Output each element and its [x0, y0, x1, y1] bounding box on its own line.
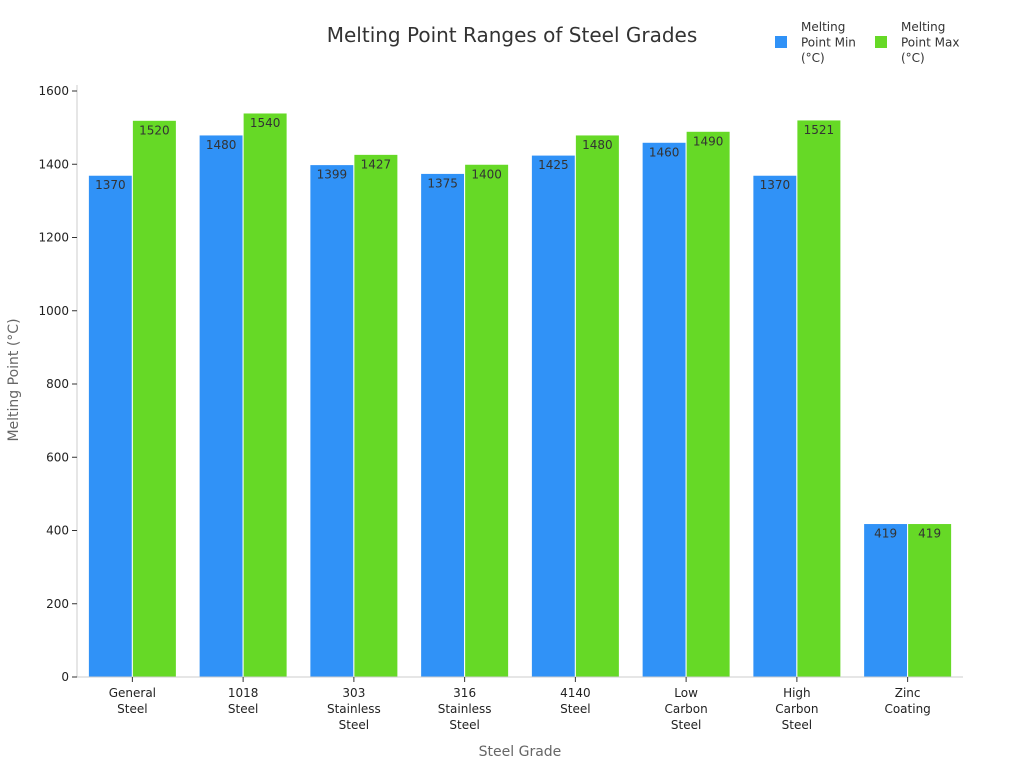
x-tick-label-line: Stainless — [327, 702, 381, 716]
x-tick-label-line: Steel — [228, 702, 258, 716]
y-tick-label: 800 — [46, 377, 69, 391]
legend-swatch — [775, 36, 787, 48]
x-tick-label-line: High — [783, 686, 811, 700]
x-tick-label-line: Coating — [884, 702, 930, 716]
data-label: 1521 — [804, 123, 835, 137]
x-tick-label-line: Steel — [117, 702, 147, 716]
x-tick-label-line: 316 — [453, 686, 476, 700]
bar-min — [641, 141, 687, 678]
bar-max — [242, 112, 288, 678]
x-tick-label: 1018 Steel — [228, 686, 259, 716]
legend-label: Melting Point Min (°C) — [801, 20, 856, 65]
y-tick-label: 1600 — [38, 84, 69, 98]
chart-title: Melting Point Ranges of Steel Grades — [327, 23, 698, 47]
x-tick-label: 4140 Steel — [560, 686, 591, 716]
legend: Melting Point Min (°C)Melting Point Max (°C) — [775, 20, 959, 65]
x-tick-label: Low Carbon Steel — [665, 686, 708, 732]
bar-max — [685, 130, 731, 678]
data-label: 1425 — [538, 158, 569, 172]
x-tick-label-line: 303 — [342, 686, 365, 700]
y-tick-label: 1200 — [38, 231, 69, 245]
bar-max — [131, 119, 177, 678]
x-tick-label-line: Stainless — [438, 702, 492, 716]
data-label: 1490 — [693, 134, 724, 148]
data-label: 1520 — [139, 123, 170, 137]
legend-label-line: Melting — [801, 20, 845, 34]
x-tick-label: High Carbon Steel — [775, 686, 818, 732]
x-tick-label-line: Carbon — [775, 702, 818, 716]
x-axis-title: Steel Grade — [479, 744, 562, 760]
data-label: 1375 — [427, 176, 458, 190]
bar-min — [420, 172, 466, 678]
x-tick-label-line: Steel — [671, 718, 701, 732]
x-tick-label: Zinc Coating — [884, 686, 930, 716]
x-tick-label-line: 1018 — [228, 686, 259, 700]
y-tick-label: 400 — [46, 524, 69, 538]
bar-min — [309, 164, 355, 678]
legend-label-line: Point Min — [801, 36, 856, 50]
data-label: 1460 — [649, 145, 680, 159]
x-tick-label: 316 Stainless Steel — [438, 686, 492, 732]
data-label: 1480 — [582, 138, 613, 152]
y-tick-label: 1400 — [38, 157, 69, 171]
x-tick-label-line: Steel — [339, 718, 369, 732]
x-tick-label: General Steel — [109, 686, 156, 716]
data-label: 1399 — [317, 168, 348, 182]
y-axis: 0 200 400 600 800 1000 1200 1400 1600 — [38, 84, 78, 684]
y-tick-label: 200 — [46, 597, 69, 611]
x-tick-label-line: Steel — [782, 718, 812, 732]
x-tick-label-line: Low — [674, 686, 698, 700]
bar-min — [530, 154, 576, 678]
bar-max — [907, 523, 953, 678]
x-tick-label-line: Steel — [560, 702, 590, 716]
x-tick-label-line: Zinc — [895, 686, 921, 700]
bars — [87, 112, 953, 678]
data-label: 1480 — [206, 138, 237, 152]
legend-label: Melting Point Max (°C) — [901, 20, 959, 65]
x-tick-label-line: 4140 — [560, 686, 591, 700]
bar-min — [863, 523, 909, 678]
data-label: 1427 — [361, 157, 392, 171]
bar-max — [574, 134, 620, 678]
data-label: 1400 — [471, 167, 502, 181]
legend-swatch — [875, 36, 887, 48]
data-label: 419 — [918, 527, 941, 541]
bar-max — [796, 119, 842, 678]
data-label: 419 — [874, 527, 897, 541]
bar-max — [464, 163, 510, 678]
legend-label-line: (°C) — [901, 51, 925, 65]
bar-max — [353, 153, 399, 678]
x-tick-label-line: Steel — [449, 718, 479, 732]
data-label: 1540 — [250, 116, 281, 130]
x-tick-label: 303 Stainless Steel — [327, 686, 381, 732]
legend-label-line: (°C) — [801, 51, 825, 65]
x-tick-label-line: General — [109, 686, 156, 700]
y-axis-title: Melting Point (°C) — [6, 318, 22, 441]
data-label: 1370 — [760, 178, 791, 192]
x-tick-label-line: Carbon — [665, 702, 708, 716]
bar-min — [752, 174, 798, 678]
legend-label-line: Point Max — [901, 36, 959, 50]
bar-min — [87, 174, 133, 678]
y-tick-label: 600 — [46, 450, 69, 464]
data-labels: 1370 1520 1480 1540 1399 1427 1375 1400 1425 1480… — [95, 116, 941, 541]
y-tick-label: 1000 — [38, 304, 69, 318]
legend-label-line: Melting — [901, 20, 945, 34]
bar-min — [198, 134, 244, 678]
y-tick-label: 0 — [61, 670, 69, 684]
data-label: 1370 — [95, 178, 126, 192]
